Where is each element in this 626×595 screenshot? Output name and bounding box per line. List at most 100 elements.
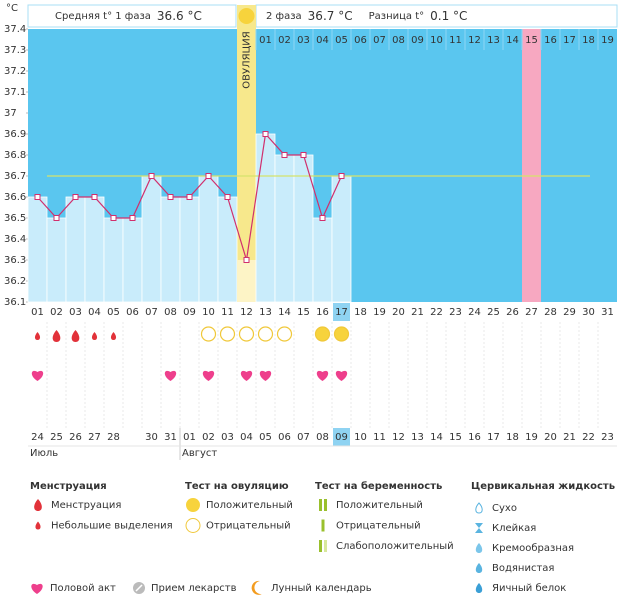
intercourse-mark [316, 370, 329, 381]
month-label: Август [182, 448, 217, 459]
cycle-day: 12 [240, 307, 253, 318]
date: 09 [335, 432, 348, 443]
cycle-day: 29 [563, 307, 576, 318]
date: 01 [183, 432, 196, 443]
legend-item: Отрицательный [206, 521, 291, 532]
y-tick-label: 37.3 [4, 45, 26, 56]
phase2-day: 17 [563, 35, 576, 46]
legend-item: Прием лекарств [151, 583, 237, 594]
phase2-day: 06 [354, 35, 367, 46]
date: 22 [582, 432, 595, 443]
cycle-day: 27 [525, 307, 538, 318]
temperature-column [65, 196, 86, 303]
y-tick-label: 36.5 [4, 213, 26, 224]
legend-item: Менструация [51, 500, 121, 511]
cycle-day: 24 [468, 307, 481, 318]
temperature-column [274, 154, 295, 303]
temperature-column [312, 217, 333, 303]
ovulation-test-mark [276, 326, 293, 342]
legend-item: Водянистая [492, 563, 554, 574]
temperature-column [84, 196, 105, 303]
date: 11 [373, 432, 386, 443]
cycle-day: 11 [221, 307, 234, 318]
phase2-day: 03 [297, 35, 310, 46]
ovulation-test-mark [314, 326, 331, 342]
temperature-point [110, 215, 117, 221]
cycle-day: 17 [335, 307, 348, 318]
date: 10 [354, 432, 367, 443]
legend-item: Положительный [336, 500, 423, 511]
cycle-day: 22 [430, 307, 443, 318]
ovulation-test-mark [219, 326, 236, 342]
legend-icon [475, 563, 483, 573]
ovulation-test-mark [257, 326, 274, 342]
intercourse-mark [202, 370, 215, 381]
temperature-column [179, 196, 200, 303]
legend-icon [324, 499, 327, 511]
date: 24 [31, 432, 44, 443]
ovulation-label: ОВУЛЯЦИЯ [242, 31, 253, 89]
header-label: 2 фаза [266, 11, 302, 22]
phase2-day: 09 [411, 35, 424, 46]
temperature-point [319, 215, 326, 221]
ovulation-sun [238, 8, 255, 24]
legend-item: Слабоположительный [336, 541, 454, 552]
date: 19 [525, 432, 538, 443]
ovulation-test-mark [200, 326, 217, 342]
legend-icon [186, 498, 200, 512]
y-tick-label: 36.6 [4, 192, 26, 203]
phase2-day: 18 [582, 35, 595, 46]
header-phase2: 2 фаза 36.7 °C Разница t° 0.1 °C [266, 9, 467, 23]
cycle-day: 26 [506, 307, 519, 318]
cycle-day: 30 [582, 307, 595, 318]
date: 02 [202, 432, 215, 443]
temperature-column [160, 196, 181, 303]
cycle-day: 21 [411, 307, 424, 318]
y-tick-label: 36.1 [4, 297, 26, 308]
legend-title: Цервикальная жидкость [471, 481, 615, 492]
temperature-column [46, 217, 67, 303]
temperature-point [167, 194, 174, 200]
phase2-day: 16 [544, 35, 557, 46]
legend-icon [319, 540, 322, 552]
temperature-point [91, 194, 98, 200]
temperature-column [217, 196, 238, 303]
cycle-day: 23 [449, 307, 462, 318]
date: 30 [145, 432, 158, 443]
header-value: 36.7 °C [308, 9, 353, 23]
cycle-day: 31 [601, 307, 614, 318]
y-tick-label: 36.4 [4, 234, 26, 245]
phase2-day: 14 [506, 35, 519, 46]
cycle-day: 13 [259, 307, 272, 318]
legend-icon [251, 580, 262, 595]
legend-icon [35, 521, 41, 530]
header-value: 0.1 °C [430, 9, 467, 23]
cycle-day: 14 [278, 307, 291, 318]
legend-icon [475, 543, 483, 553]
legend-icon [319, 499, 322, 511]
legend-icon [475, 583, 483, 593]
temperature-point [34, 194, 41, 200]
phase2-day: 08 [392, 35, 405, 46]
legend-item: Небольшие выделения [51, 521, 173, 532]
temperature-point [129, 215, 136, 221]
phase2-day: 07 [373, 35, 386, 46]
temperature-point [205, 173, 212, 179]
y-tick-label: 36.2 [4, 276, 26, 287]
y-tick-label: 36.7 [4, 171, 26, 182]
date: 07 [297, 432, 310, 443]
date: 31 [164, 432, 177, 443]
y-tick-label: 36.8 [4, 150, 26, 161]
phase2-day: 05 [335, 35, 348, 46]
date: 23 [601, 432, 614, 443]
temperature-column [122, 217, 143, 303]
intercourse-mark [259, 370, 272, 381]
temperature-point [224, 194, 231, 200]
y-tick-label: 37 [4, 108, 17, 119]
header-label: Разница t° [369, 11, 425, 22]
legend-icon [185, 518, 201, 533]
legend-icon [475, 523, 483, 533]
legend-title: Тест на беременность [315, 480, 442, 492]
temperature-column [331, 175, 352, 303]
